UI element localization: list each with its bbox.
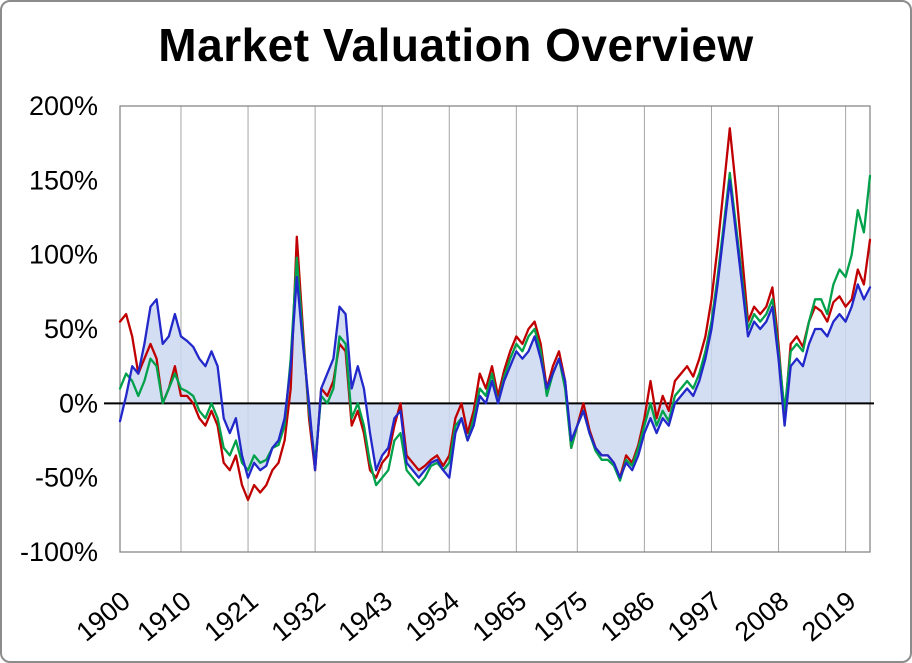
svg-text:1975: 1975 — [528, 586, 593, 648]
svg-text:1943: 1943 — [333, 586, 398, 648]
chart-title: Market Valuation Overview — [158, 19, 754, 71]
svg-text:1986: 1986 — [595, 586, 660, 648]
svg-text:1921: 1921 — [199, 586, 264, 648]
svg-text:1965: 1965 — [467, 586, 532, 648]
valuation-chart: 200% 150% 100% 50% 0% -50% -100% 1900 1910 1921 19… — [2, 84, 910, 661]
svg-text:50%: 50% — [44, 314, 98, 344]
svg-text:150%: 150% — [29, 165, 98, 195]
svg-text:200%: 200% — [29, 91, 98, 121]
svg-text:1900: 1900 — [71, 586, 136, 648]
svg-text:1932: 1932 — [266, 586, 331, 648]
svg-text:2019: 2019 — [796, 586, 861, 648]
svg-text:1954: 1954 — [400, 586, 465, 648]
svg-text:-100%: -100% — [20, 537, 98, 567]
svg-text:1997: 1997 — [662, 586, 727, 648]
svg-text:-50%: -50% — [35, 463, 98, 493]
svg-text:0%: 0% — [59, 388, 98, 418]
svg-text:2008: 2008 — [729, 586, 794, 648]
svg-text:100%: 100% — [29, 240, 98, 270]
svg-text:1910: 1910 — [132, 586, 197, 648]
